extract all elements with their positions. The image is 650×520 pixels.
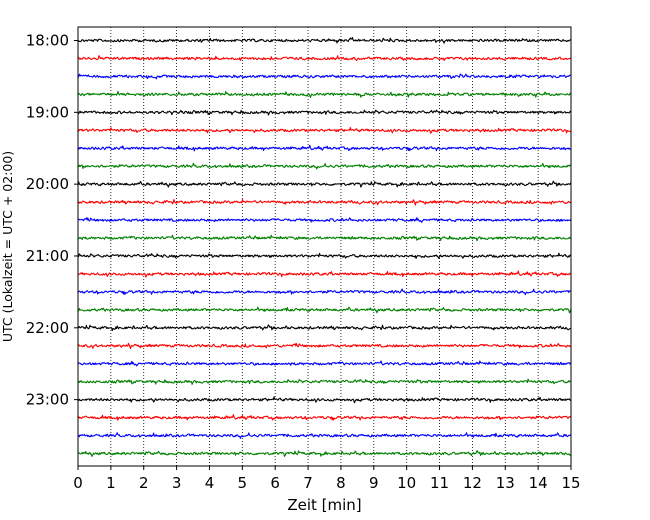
trace-2030	[77, 217, 572, 223]
x-tick-label: 3	[172, 474, 182, 492]
seismic-traces	[77, 36, 572, 457]
x-tick-label: 0	[73, 474, 83, 492]
x-tick-label: 13	[496, 474, 515, 492]
trace-2200	[77, 324, 572, 332]
trace-2315	[77, 414, 572, 421]
y-tick-label: 23:00	[26, 391, 69, 409]
trace-2330	[77, 432, 572, 439]
x-tick-label: 10	[397, 474, 416, 492]
y-tick-label: 20:00	[26, 175, 69, 193]
y-tick-label: 21:00	[26, 247, 69, 265]
trace-2215	[77, 342, 571, 350]
x-axis-label: Zeit [min]	[287, 496, 361, 514]
y-tick-label: 19:00	[26, 103, 69, 121]
trace-2130	[77, 288, 571, 296]
trace-2100	[77, 252, 571, 259]
x-tick-label: 14	[529, 474, 548, 492]
y-axis-ticks: 18:00 19:00 20:00 21:00 22:00 23:00	[26, 32, 78, 409]
trace-1830	[77, 73, 571, 80]
trace-1915	[77, 126, 572, 134]
trace-2115	[77, 270, 572, 278]
trace-1800	[77, 36, 571, 44]
plot-frame	[77, 26, 572, 467]
trace-1945	[77, 162, 571, 170]
trace-2145	[77, 306, 572, 314]
y-tick-label: 22:00	[26, 319, 69, 337]
x-tick-label: 8	[336, 474, 346, 492]
x-tick-label: 6	[270, 474, 280, 492]
x-tick-label: 5	[238, 474, 248, 492]
trace-2345	[77, 450, 572, 457]
trace-1845	[77, 90, 572, 99]
trace-2015	[77, 198, 571, 206]
x-tick-label: 4	[205, 474, 215, 492]
trace-2245	[77, 378, 571, 385]
x-tick-label: 1	[106, 474, 116, 492]
x-tick-label: 2	[139, 474, 149, 492]
y-axis-label: UTC (Lokalzeit = UTC + 02:00)	[0, 151, 15, 342]
vertical-gridlines	[110, 27, 539, 466]
x-axis-ticks: 0 1 2 3 4 5 6 7 8 9 10 11 12 13 14 15	[73, 466, 581, 492]
trace-1815	[77, 55, 571, 62]
y-tick-label: 18:00	[26, 32, 69, 50]
trace-2230	[77, 360, 572, 367]
x-tick-label: 7	[303, 474, 313, 492]
x-tick-label: 11	[430, 474, 449, 492]
trace-2000	[77, 180, 572, 188]
x-tick-label: 12	[463, 474, 482, 492]
x-tick-label: 15	[561, 474, 580, 492]
x-tick-label: 9	[369, 474, 379, 492]
trace-1900	[77, 109, 572, 116]
trace-2045	[77, 234, 572, 242]
trace-2300	[77, 396, 571, 404]
trace-1930	[77, 144, 571, 152]
